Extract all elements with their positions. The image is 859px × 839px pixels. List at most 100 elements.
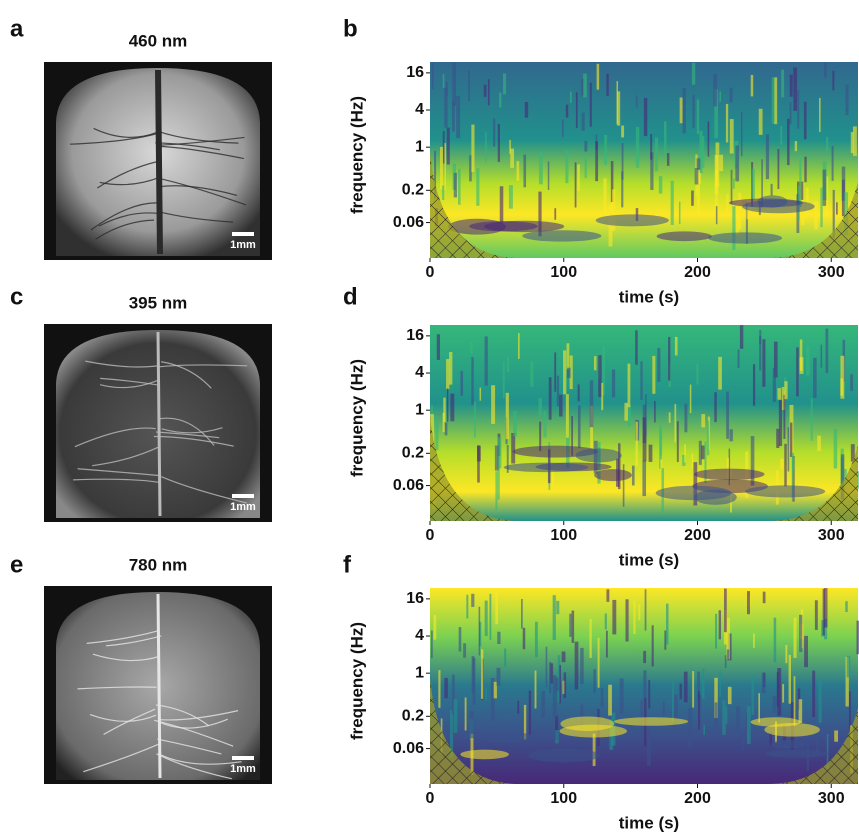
texture (725, 655, 727, 668)
texture (774, 618, 777, 663)
texture (684, 444, 686, 462)
texture (480, 388, 482, 401)
texture (511, 433, 515, 463)
texture (589, 619, 591, 658)
texture (655, 138, 658, 172)
texture (745, 485, 825, 497)
texture (753, 633, 755, 647)
texture (565, 150, 568, 183)
texture (731, 170, 733, 204)
texture (598, 638, 600, 688)
texture (699, 441, 702, 465)
x-tick-label: 0 (426, 527, 435, 544)
texture (493, 119, 495, 147)
texture (729, 429, 732, 441)
texture (647, 728, 651, 766)
texture (672, 682, 674, 721)
texture (449, 352, 452, 385)
texture (580, 648, 584, 684)
texture (569, 614, 572, 637)
texture (718, 357, 722, 390)
x-tick-label: 200 (684, 790, 711, 807)
texture (447, 388, 449, 422)
texture (438, 670, 440, 708)
texture (432, 63, 434, 90)
texture (590, 380, 593, 427)
texture (777, 149, 779, 189)
texture (504, 463, 589, 472)
texture (594, 356, 597, 370)
texture (548, 161, 550, 190)
texture (726, 104, 728, 142)
texture (474, 402, 476, 437)
texture (494, 682, 497, 699)
texture (437, 334, 440, 360)
texture (593, 734, 596, 766)
texture (596, 214, 669, 226)
texture (481, 649, 483, 699)
texture (606, 589, 609, 601)
texture (766, 134, 769, 179)
texture (488, 79, 490, 105)
x-tick-label: 300 (818, 790, 845, 807)
y-tick-label: 0.06 (393, 214, 424, 231)
y-axis-label: frequency (Hz) (347, 359, 366, 477)
texture (789, 655, 791, 704)
panel-letter: b (343, 15, 358, 42)
texture (783, 395, 785, 439)
texture (784, 381, 787, 399)
texture (738, 350, 740, 368)
texture (553, 675, 557, 718)
texture (468, 71, 470, 102)
texture (814, 201, 818, 229)
texture (648, 680, 650, 708)
x-tick-label: 100 (550, 790, 577, 807)
scale-bar (232, 232, 254, 236)
texture (567, 343, 570, 369)
texture (643, 651, 646, 663)
y-tick-label: 16 (406, 64, 424, 81)
x-tick-label: 100 (550, 264, 577, 281)
texture (663, 702, 665, 716)
texture (578, 384, 580, 401)
texture (559, 665, 561, 703)
texture (578, 405, 581, 447)
texture (443, 413, 445, 432)
texture (590, 83, 592, 127)
texture (758, 693, 760, 722)
texture (850, 374, 853, 391)
texture (443, 74, 445, 88)
texture (652, 625, 654, 666)
y-tick-label: 0.2 (402, 445, 424, 462)
texture (635, 330, 638, 364)
texture (790, 102, 792, 124)
texture (759, 109, 763, 135)
texture (719, 92, 721, 102)
texture (818, 681, 821, 723)
texture (719, 155, 723, 171)
texture (628, 364, 631, 408)
texture (799, 615, 802, 652)
texture (684, 404, 687, 433)
x-axis-label: time (s) (619, 287, 679, 306)
texture (796, 347, 799, 396)
x-tick-label: 100 (550, 527, 577, 544)
texture (564, 672, 566, 698)
texture (740, 325, 743, 349)
panel-letter: a (10, 15, 24, 42)
texture (777, 672, 779, 706)
texture (460, 750, 509, 760)
texture (446, 359, 449, 389)
texture (523, 628, 526, 649)
texture (485, 132, 487, 162)
texture (495, 591, 498, 624)
texture (557, 376, 559, 407)
texture (664, 121, 667, 155)
y-tick-label: 16 (406, 590, 424, 607)
texture (787, 119, 789, 165)
texture (566, 394, 569, 438)
texture (632, 466, 635, 486)
y-tick-label: 0.2 (402, 182, 424, 199)
texture (459, 627, 462, 651)
texture (597, 64, 600, 90)
